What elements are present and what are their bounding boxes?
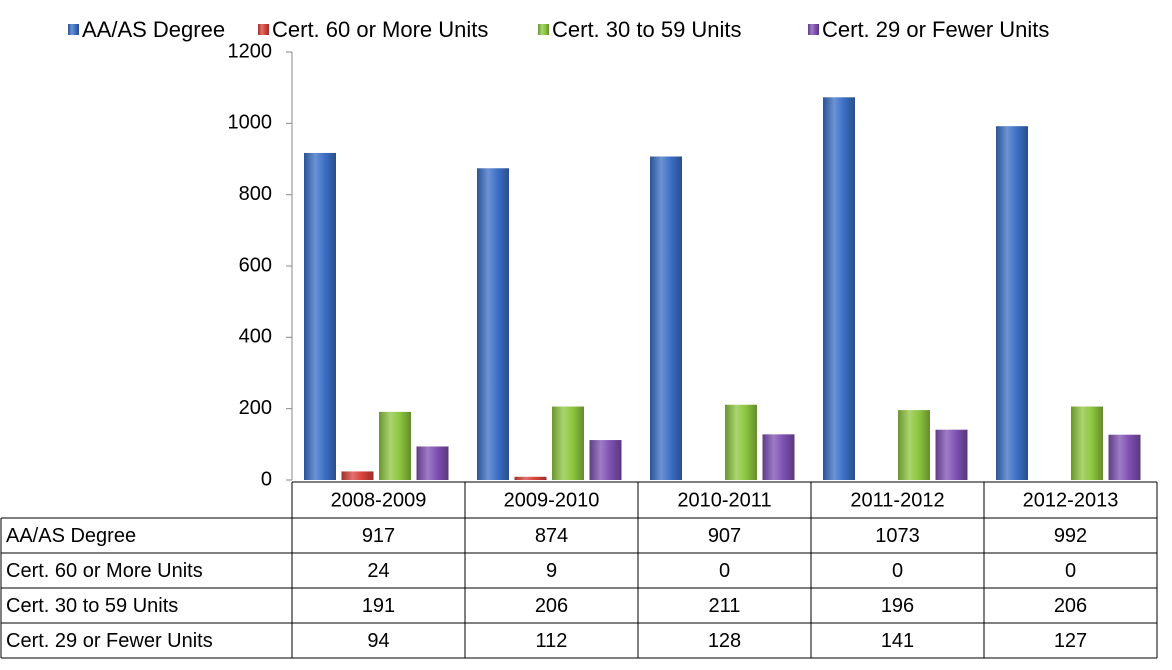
y-tick-label: 200: [239, 397, 272, 419]
legend-swatch: [258, 24, 269, 35]
y-tick-label: 800: [239, 183, 272, 205]
table-cell: 191: [362, 595, 395, 617]
y-tick-label: 600: [239, 254, 272, 276]
x-tick-label: 2010-2011: [677, 489, 771, 511]
x-tick-label: 2012-2013: [1023, 489, 1119, 511]
table-cell: 128: [708, 630, 741, 652]
table-cell: 24: [367, 560, 389, 582]
x-tick-label: 2011-2012: [850, 489, 944, 511]
bar: [762, 434, 795, 480]
table-cell: 127: [1054, 630, 1087, 652]
table-cell: 196: [881, 595, 914, 617]
bar: [304, 152, 336, 481]
bar: [650, 156, 682, 480]
table-row-label: Cert. 30 to 59 Units: [6, 595, 178, 617]
legend-swatch: [808, 24, 819, 35]
table-cell: 992: [1054, 525, 1087, 547]
bar: [1108, 434, 1141, 480]
bar: [589, 440, 622, 480]
table-cell: 1073: [875, 525, 920, 547]
y-tick-label: 1000: [228, 112, 273, 134]
table-cell: 874: [535, 525, 568, 547]
bar: [341, 471, 374, 480]
table-row-label: AA/AS Degree: [6, 525, 136, 547]
bar: [477, 168, 509, 481]
table-cell: 211: [709, 595, 741, 617]
bar: [996, 126, 1028, 480]
bar: [379, 411, 411, 480]
x-tick-label: 2008-2009: [331, 489, 427, 511]
legend-label: AA/AS Degree: [82, 17, 225, 42]
table-cell: 0: [892, 560, 903, 582]
y-tick-label: 0: [261, 468, 272, 490]
table-cell: 917: [362, 525, 395, 547]
bar: [823, 97, 855, 481]
table-row-label: Cert. 60 or More Units: [6, 560, 203, 582]
bar: [552, 406, 584, 480]
bar: [514, 476, 547, 480]
table-cell: 141: [881, 630, 914, 652]
bar: [898, 410, 930, 480]
bar: [725, 404, 757, 480]
bar: [1071, 406, 1103, 480]
table-cell: 0: [719, 560, 730, 582]
bar: [416, 446, 449, 480]
table-cell: 94: [367, 630, 389, 652]
table-cell: 0: [1065, 560, 1076, 582]
y-tick-label: 1200: [228, 40, 273, 62]
table-row-label: Cert. 29 or Fewer Units: [6, 630, 213, 652]
table-cell: 907: [708, 525, 741, 547]
legend-swatch: [68, 24, 79, 35]
legend-swatch: [538, 24, 549, 35]
legend-label: Cert. 60 or More Units: [272, 17, 488, 42]
y-tick-label: 400: [239, 326, 272, 348]
table-cell: 206: [535, 595, 568, 617]
table-cell: 9: [546, 560, 557, 582]
table-cell: 112: [536, 630, 568, 652]
bar: [935, 429, 968, 480]
legend-label: Cert. 29 or Fewer Units: [822, 17, 1049, 42]
table-cell: 206: [1054, 595, 1087, 617]
x-tick-label: 2009-2010: [504, 489, 600, 511]
legend-label: Cert. 30 to 59 Units: [552, 17, 742, 42]
